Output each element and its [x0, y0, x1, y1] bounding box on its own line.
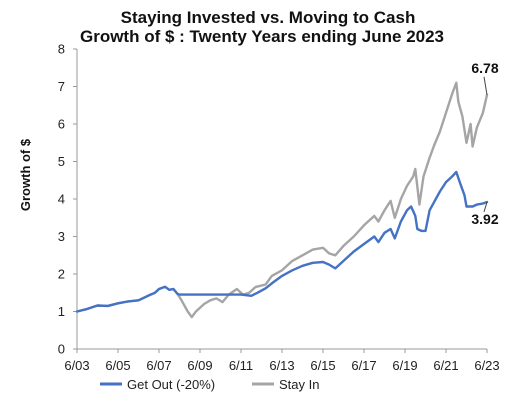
legend-label-get-out: Get Out (-20%) — [127, 377, 215, 392]
end-value-label-get-out: 3.92 — [471, 211, 498, 227]
y-tick-label: 1 — [58, 304, 65, 319]
series-line-get-out — [75, 170, 489, 313]
y-tick-label: 4 — [58, 192, 65, 207]
legend: Get Out (-20%) Stay In — [100, 377, 319, 392]
x-tick-label: 6/03 — [64, 358, 89, 373]
axes: 0 1 2 3 4 5 6 7 8 6/03 6/05 6/07 6/09 6/11 6/13 6/15 6/1… — [58, 42, 500, 374]
x-tick-label: 6/11 — [229, 358, 253, 373]
end-label-leader — [483, 201, 488, 213]
x-tick-label: 6/05 — [105, 358, 130, 373]
y-axis-label: Growth of $ — [18, 138, 33, 211]
x-tick-label: 6/21 — [433, 358, 458, 373]
y-tick-label: 5 — [58, 154, 65, 169]
y-tick-label: 7 — [58, 79, 65, 94]
y-tick-label: 0 — [58, 342, 65, 357]
x-tick-label: 6/15 — [310, 358, 335, 373]
chart-title: Staying Invested vs. Moving to Cash — [121, 8, 416, 27]
chart-subtitle: Growth of $ : Twenty Years ending June 2… — [80, 27, 444, 46]
x-tick-label: 6/13 — [269, 358, 294, 373]
y-tick-label: 2 — [58, 267, 65, 282]
end-labels: 3.92 6.78 — [471, 60, 498, 227]
x-tick-label: 6/07 — [146, 358, 171, 373]
series-layer — [75, 81, 489, 319]
y-tick-label: 3 — [58, 229, 65, 244]
x-tick-label: 6/23 — [474, 358, 499, 373]
x-tick-label: 6/17 — [351, 358, 376, 373]
end-label-leader — [483, 76, 488, 95]
y-tick-label: 8 — [58, 42, 65, 57]
series-line-stay-in — [75, 81, 489, 319]
end-value-label-stay-in: 6.78 — [471, 60, 498, 76]
legend-label-stay-in: Stay In — [279, 377, 319, 392]
y-tick-label: 6 — [58, 117, 65, 132]
x-tick-label: 6/09 — [187, 358, 212, 373]
x-tick-label: 6/19 — [392, 358, 417, 373]
